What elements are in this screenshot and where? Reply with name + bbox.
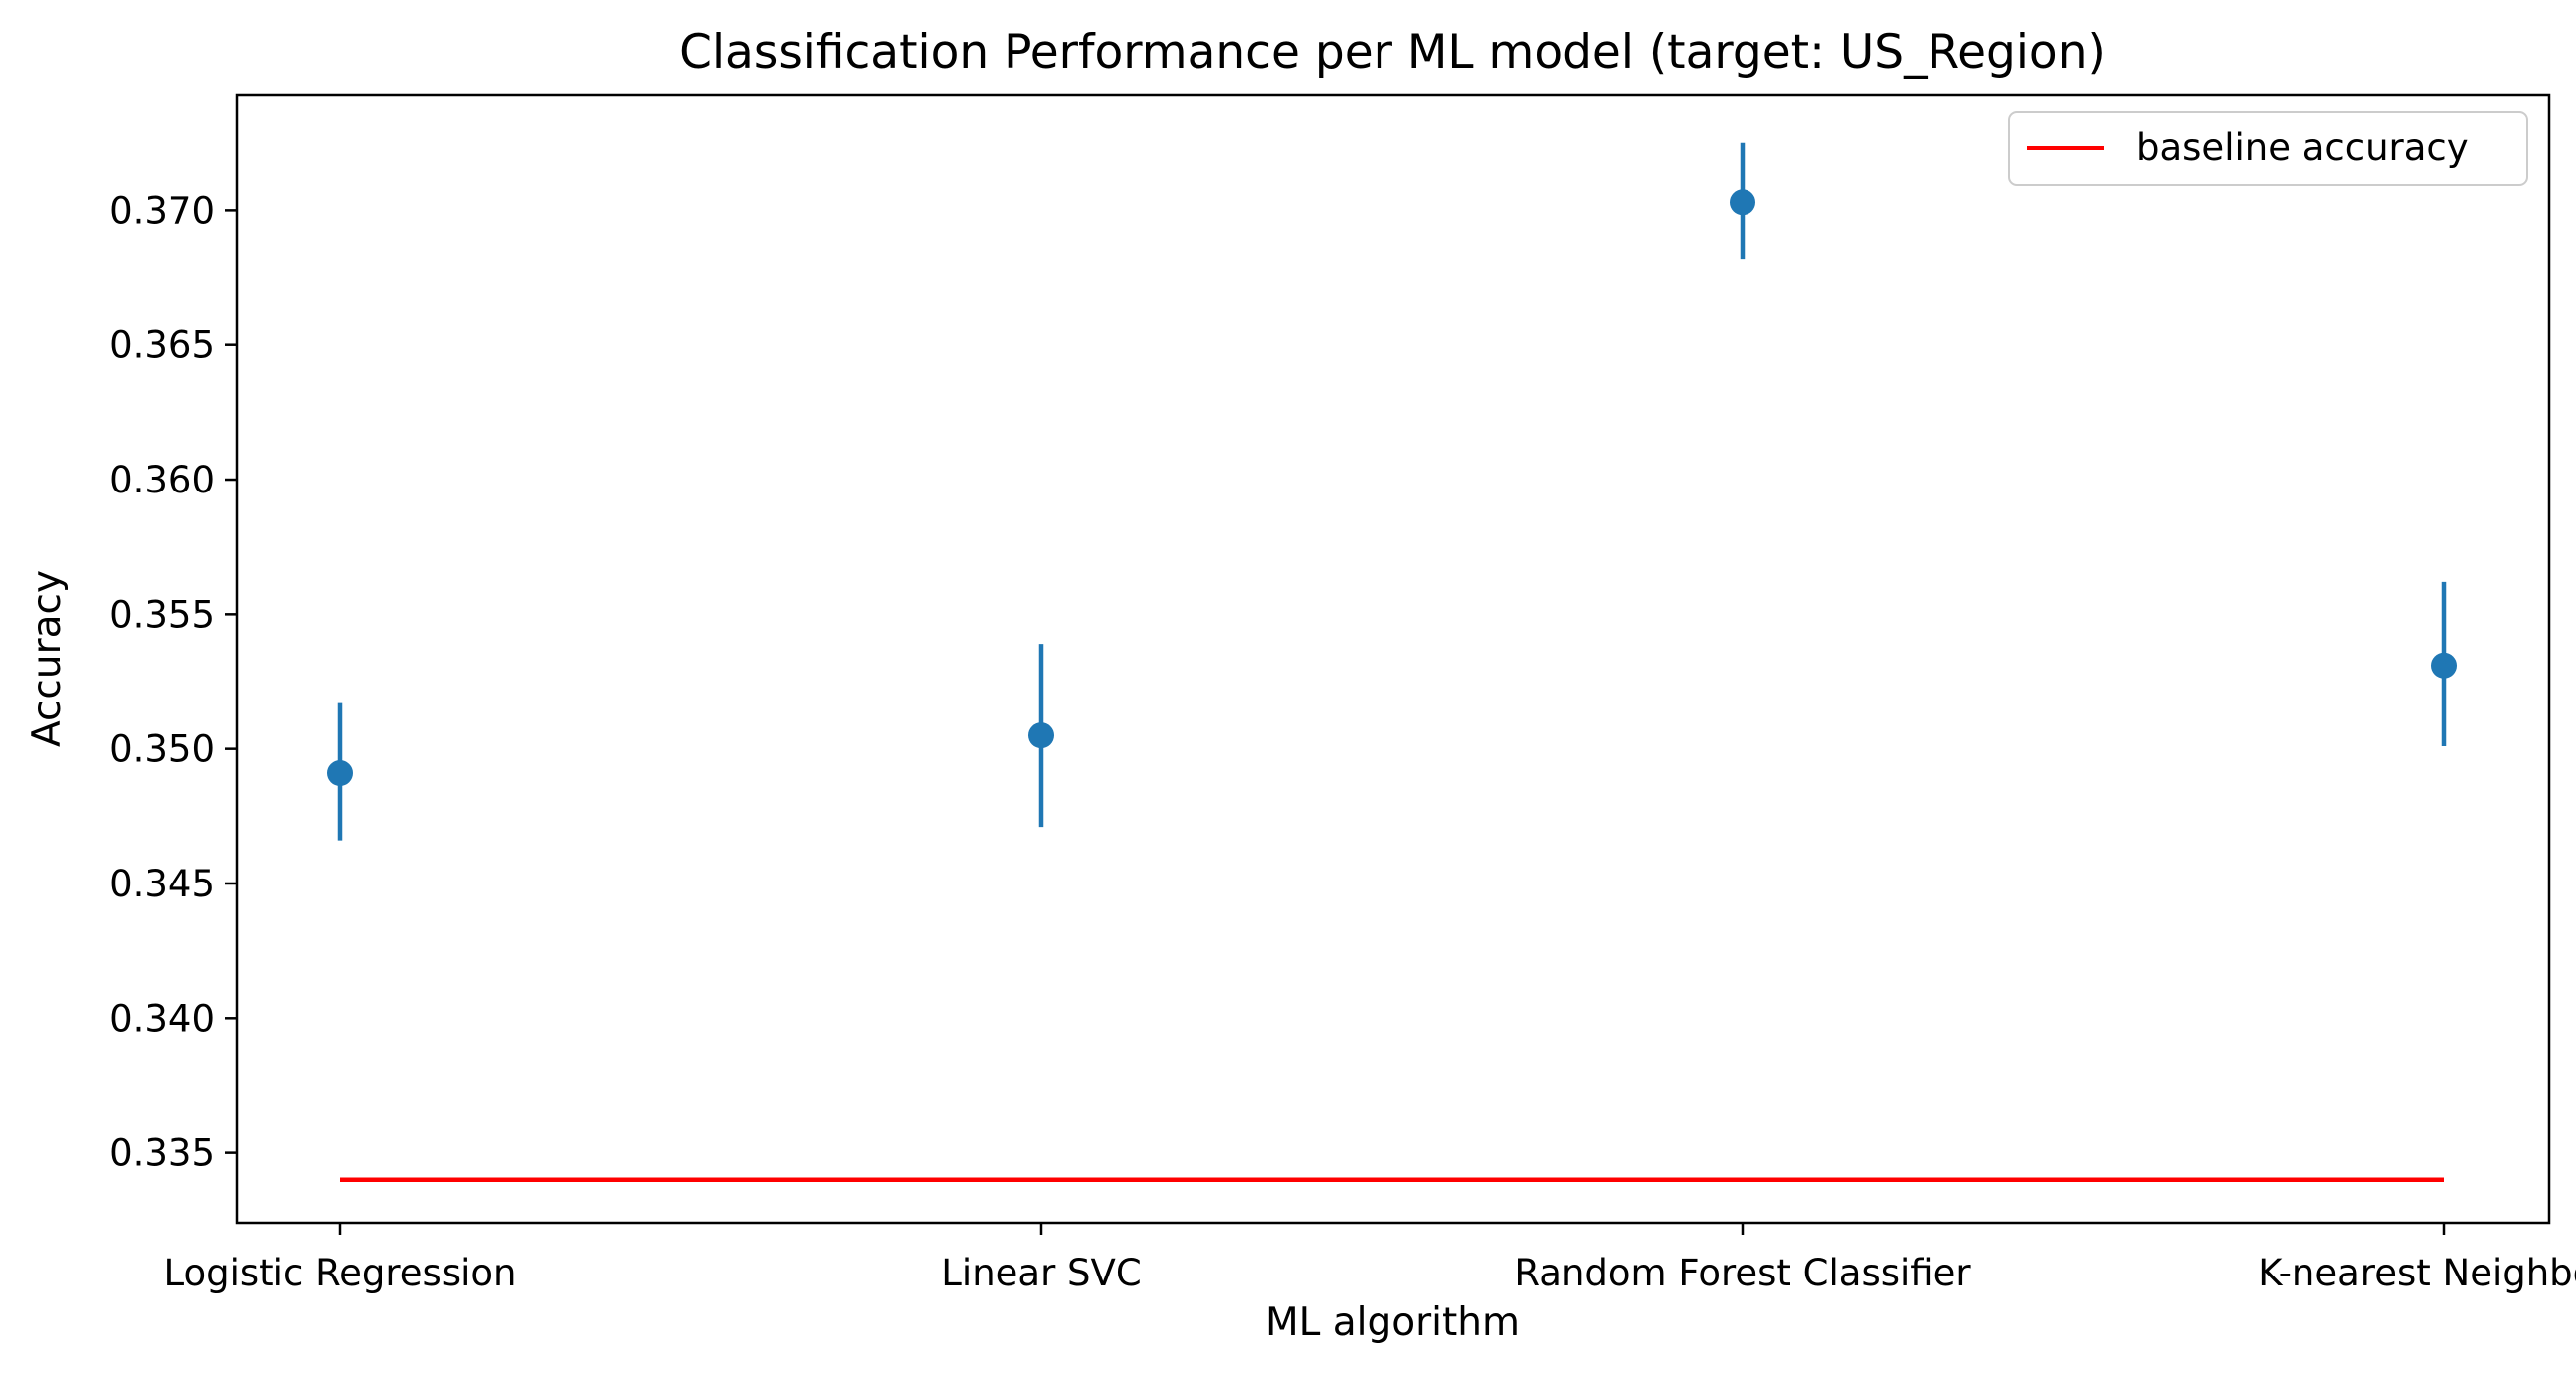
legend-box (2008, 111, 2528, 186)
y-tick-label: 0.355 (109, 593, 215, 636)
y-tick-label: 0.365 (109, 324, 215, 367)
y-tick-label: 0.345 (109, 863, 215, 905)
x-axis-label: ML algorithm (1265, 1300, 1520, 1345)
legend-baseline-label: baseline accuracy (2136, 126, 2469, 169)
data-point (1028, 722, 1054, 749)
data-point (327, 760, 353, 787)
data-point (1730, 189, 1755, 216)
y-axis-label: Accuracy (25, 570, 70, 747)
plot-marks (327, 142, 2457, 1182)
x-tick-label: Linear SVC (941, 1252, 1141, 1294)
y-tick-label: 0.360 (109, 459, 215, 501)
legend: baseline accuracy (2008, 111, 2528, 186)
y-axis-ticks: 0.335 0.340 0.345 0.350 0.355 0.360 0.365 0.370 (109, 189, 237, 1175)
x-tick-label: K-nearest Neighbors (2258, 1252, 2576, 1294)
y-tick-label: 0.335 (109, 1132, 215, 1175)
x-tick-label: Logistic Regression (164, 1252, 517, 1294)
y-tick-label: 0.350 (109, 728, 215, 771)
y-tick-label: 0.340 (109, 997, 215, 1040)
chart-title: Classification Performance per ML model … (679, 25, 2106, 80)
plot-area-frame (235, 93, 2551, 1225)
x-tick-label: Random Forest Classifier (1514, 1252, 1971, 1294)
y-tick-label: 0.370 (109, 189, 215, 232)
x-axis-ticks: Logistic Regression Linear SVC Random Fore… (164, 1223, 2576, 1294)
data-point (2431, 652, 2457, 679)
